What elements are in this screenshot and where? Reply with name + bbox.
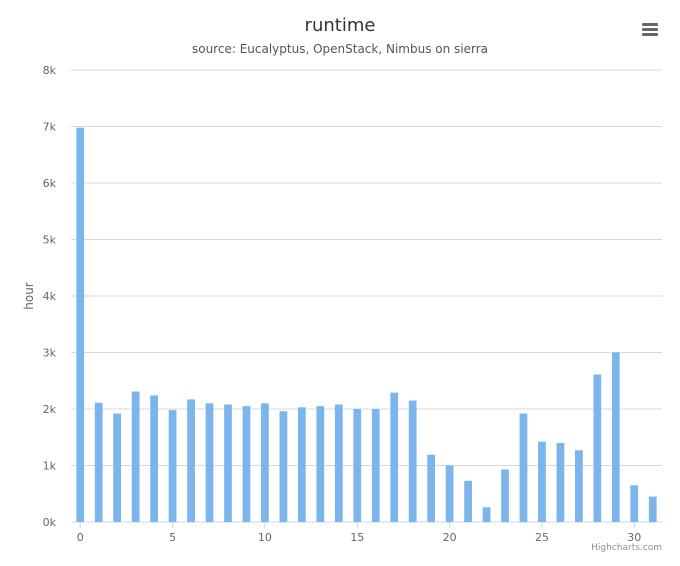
x-tick-label: 15 bbox=[350, 531, 364, 544]
chart-subtitle: source: Eucalyptus, OpenStack, Nimbus on… bbox=[191, 42, 489, 56]
bar bbox=[242, 406, 251, 522]
credits-link[interactable]: Highcharts.com bbox=[591, 543, 662, 553]
x-tick-label: 10 bbox=[258, 531, 272, 544]
bar bbox=[150, 395, 158, 522]
bar bbox=[390, 392, 399, 522]
bar bbox=[334, 404, 343, 522]
bar bbox=[131, 391, 140, 522]
y-tick-label: 1k bbox=[43, 460, 57, 473]
bar bbox=[648, 496, 657, 522]
bar bbox=[575, 450, 583, 522]
bar bbox=[611, 352, 620, 522]
bar bbox=[371, 409, 380, 522]
y-tick-label: 5k bbox=[43, 234, 57, 247]
bar bbox=[94, 402, 103, 522]
x-tick-label: 25 bbox=[535, 531, 549, 544]
bar bbox=[427, 454, 436, 522]
y-axis-title: hour bbox=[22, 282, 36, 310]
bar bbox=[279, 411, 288, 522]
y-tick-label: 2k bbox=[43, 403, 57, 416]
x-tick-label: 5 bbox=[169, 531, 176, 544]
y-tick-label: 7k bbox=[43, 121, 57, 134]
hamburger-menu-icon[interactable] bbox=[638, 18, 662, 42]
y-tick-label: 8k bbox=[43, 64, 57, 77]
bar bbox=[464, 480, 472, 522]
bar bbox=[205, 403, 214, 522]
menu-line bbox=[642, 33, 658, 36]
bar bbox=[538, 441, 546, 522]
bar bbox=[556, 442, 565, 522]
x-tick-label: 0 bbox=[77, 531, 84, 544]
bar bbox=[168, 410, 177, 522]
x-tick-label: 20 bbox=[443, 531, 457, 544]
y-tick-label: 3k bbox=[43, 347, 57, 360]
bar bbox=[76, 127, 85, 522]
bar bbox=[501, 469, 509, 522]
bar bbox=[224, 404, 232, 522]
bar bbox=[593, 374, 602, 522]
bar bbox=[261, 403, 269, 522]
chart-title: runtime bbox=[304, 15, 376, 36]
y-tick-label: 6k bbox=[43, 177, 57, 190]
menu-line bbox=[642, 23, 658, 26]
x-tick-label: 30 bbox=[627, 531, 641, 544]
bar bbox=[445, 465, 454, 522]
bar bbox=[316, 406, 325, 522]
bar bbox=[297, 407, 306, 522]
bar bbox=[353, 409, 362, 522]
bar bbox=[187, 399, 195, 522]
y-tick-label: 0k bbox=[43, 516, 57, 529]
bar bbox=[519, 413, 528, 522]
bar bbox=[482, 507, 491, 522]
menu-line bbox=[642, 28, 658, 31]
bar bbox=[408, 400, 417, 522]
bar bbox=[630, 485, 639, 522]
y-tick-label: 4k bbox=[43, 290, 57, 303]
bar bbox=[113, 413, 122, 522]
